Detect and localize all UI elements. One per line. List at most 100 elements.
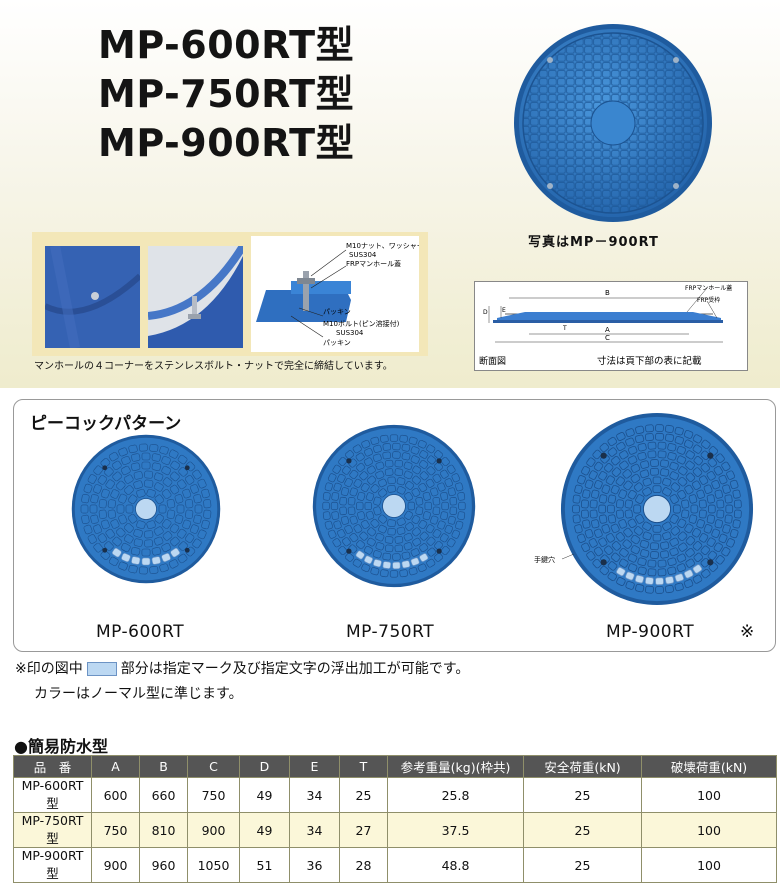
pattern-cell	[396, 477, 406, 486]
pattern-cell	[607, 504, 615, 514]
pattern-cell	[403, 470, 413, 480]
pattern-cell	[118, 561, 128, 571]
pattern-cell	[622, 539, 632, 549]
photo-caption: マンホールの４コーナーをステンレスボルト・ナットで完全に締結しています。	[34, 361, 393, 372]
pattern-cell	[635, 583, 645, 593]
pattern-cell	[610, 484, 620, 495]
pattern-cell	[633, 504, 641, 514]
pattern-cell	[676, 455, 687, 465]
cell-weight: 48.8	[387, 847, 524, 883]
pattern-cell	[693, 456, 703, 466]
dim-label-c: C	[605, 334, 610, 342]
pattern-cell	[93, 524, 102, 534]
pattern-cell	[681, 499, 690, 509]
pattern-cell	[322, 511, 331, 520]
pattern-cell	[332, 464, 342, 474]
pattern-cell	[430, 487, 439, 497]
pattern-cell	[610, 523, 620, 534]
pattern-cell	[120, 542, 131, 553]
pattern-cell	[635, 494, 645, 504]
pattern-cell	[112, 460, 122, 470]
pattern-cell	[107, 499, 116, 509]
pattern-cell	[366, 537, 376, 547]
pattern-cell	[685, 548, 695, 558]
pattern-cell	[432, 473, 442, 483]
cell-model: MP-600RT型	[13, 777, 92, 813]
cell-d: 51	[239, 847, 290, 883]
bolt-hole	[184, 465, 190, 471]
pattern-cell	[676, 563, 686, 573]
pattern-cell	[344, 524, 353, 534]
pattern-cell	[659, 541, 670, 550]
pattern-cell	[417, 563, 427, 573]
pattern-cell	[627, 489, 637, 500]
pattern-cell	[580, 509, 589, 519]
pattern-cell	[593, 480, 603, 490]
pattern-cell	[615, 509, 625, 519]
pattern-cell	[625, 581, 635, 590]
pattern-cell	[446, 538, 456, 548]
pattern-cell	[387, 476, 396, 485]
pattern-cell	[419, 531, 429, 541]
pattern-cell	[370, 436, 380, 445]
pattern-cell	[722, 484, 731, 494]
pattern-cell	[144, 470, 154, 479]
cover-mp900	[560, 412, 754, 606]
pattern-cell	[455, 482, 464, 492]
pattern-cell	[708, 504, 716, 514]
pattern-cell	[688, 494, 698, 504]
pattern-cell	[577, 475, 586, 485]
pattern-cell	[394, 459, 403, 468]
pattern-cell	[440, 491, 449, 501]
pattern-cell	[151, 462, 162, 472]
spec-table: 品 番 A B C D E T 参考重量(kg)(枠共) 安全荷重(kN) 破壊…	[13, 755, 777, 883]
pattern-cell	[121, 456, 131, 465]
pattern-cell	[201, 488, 210, 499]
cell-a: 750	[91, 812, 140, 848]
bolt-hole	[707, 452, 714, 459]
pattern-cell	[89, 504, 98, 514]
pattern-cell	[375, 532, 385, 542]
pattern-cell	[619, 460, 629, 470]
pattern-cell	[667, 557, 677, 566]
pattern-cell	[714, 489, 723, 499]
pattern-cell	[396, 485, 406, 495]
pattern-cell	[693, 552, 703, 562]
pattern-cell	[357, 491, 366, 501]
pattern-cell	[161, 542, 172, 553]
pattern-cell	[83, 483, 93, 494]
pattern-cell	[725, 504, 734, 514]
pattern-cell	[713, 542, 723, 553]
pattern-cell	[659, 459, 669, 468]
pattern-cell	[733, 509, 742, 519]
pattern-cell	[127, 513, 138, 524]
cell-d: 49	[239, 777, 290, 813]
pattern-cell	[733, 499, 742, 509]
pattern-cell	[203, 509, 212, 519]
pattern-cell	[344, 552, 355, 562]
center-mark-area	[382, 494, 406, 518]
pattern-cell	[433, 450, 444, 460]
pattern-cell	[144, 479, 154, 488]
pattern-cell	[394, 544, 403, 553]
pattern-cell	[174, 494, 184, 504]
pattern-cell	[652, 533, 662, 542]
pattern-cell	[401, 551, 411, 560]
pattern-cell	[389, 434, 399, 442]
model-title-600: MP-600RT型	[98, 23, 355, 67]
cover-label-600: MP-600RT	[96, 622, 185, 642]
pattern-cell	[360, 519, 370, 530]
pattern-cell	[190, 524, 199, 534]
col-e: E	[289, 755, 340, 778]
pattern-cell	[647, 450, 657, 459]
pattern-cell	[618, 489, 628, 499]
pattern-cell	[674, 435, 684, 445]
pattern-cell	[669, 471, 679, 481]
pattern-cell	[93, 542, 103, 553]
pattern-cell	[625, 428, 635, 437]
pattern-cell	[411, 475, 421, 485]
cell-t: 27	[339, 812, 388, 848]
pattern-cell	[657, 559, 667, 568]
cell-t: 25	[339, 777, 388, 813]
pattern-cell	[716, 509, 725, 519]
